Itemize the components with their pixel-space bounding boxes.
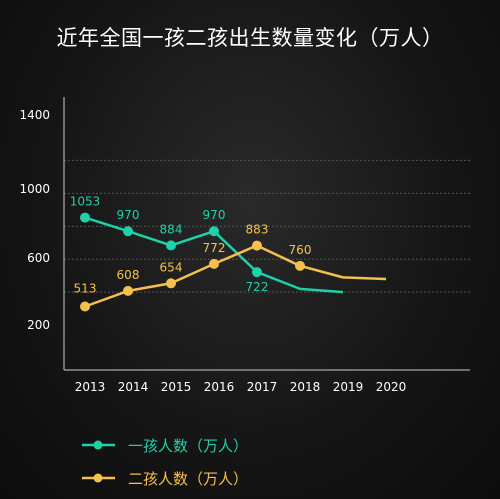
data-point — [252, 240, 262, 251]
x-tick-label: 2020 — [376, 380, 407, 394]
series-line-2 — [84, 244, 387, 308]
x-tick-label: 2015 — [161, 380, 192, 394]
data-label: 722 — [246, 280, 269, 294]
series-group: 1053 970 884 970 722 513 608 654 772 883 760 — [70, 195, 387, 312]
data-label: 1053 — [70, 195, 101, 209]
legend-marker-2 — [93, 473, 103, 483]
y-tick-label: 600 — [27, 251, 50, 265]
x-tick-label: 2016 — [204, 380, 235, 394]
y-tick-label: 1400 — [19, 108, 50, 122]
chart-title: 近年全国一孩二孩出生数量变化（万人） — [56, 26, 444, 50]
data-point — [209, 226, 219, 237]
data-label: 970 — [117, 208, 140, 222]
x-tick-label: 2014 — [118, 380, 149, 394]
data-label: 884 — [160, 222, 183, 236]
data-point — [295, 260, 305, 271]
data-point — [123, 285, 133, 296]
legend-label-2: 二孩人数（万人） — [128, 470, 248, 488]
legend-marker-1 — [93, 440, 103, 450]
data-point — [166, 240, 176, 251]
data-label: 513 — [74, 282, 97, 296]
data-point — [252, 267, 262, 278]
x-tick-label: 2013 — [75, 380, 106, 394]
data-label: 970 — [203, 208, 226, 222]
data-label: 883 — [246, 223, 269, 237]
data-label: 760 — [289, 243, 312, 257]
x-axis-ticks: 2013 2014 2015 2016 2017 2018 2019 2020 — [75, 380, 407, 394]
y-axis-ticks: 1400 1000 600 200 — [19, 108, 50, 332]
axes — [63, 97, 470, 371]
data-point — [209, 258, 219, 269]
data-point — [80, 301, 90, 312]
x-tick-label: 2018 — [290, 380, 321, 394]
legend-label-1: 一孩人数（万人） — [128, 437, 248, 455]
y-tick-label: 1000 — [19, 182, 50, 196]
x-tick-label: 2017 — [247, 380, 278, 394]
data-label: 608 — [117, 268, 140, 282]
data-point — [166, 278, 176, 289]
x-tick-label: 2019 — [333, 380, 364, 394]
data-point — [123, 226, 133, 237]
data-label: 772 — [203, 241, 226, 255]
legend: 一孩人数（万人） 二孩人数（万人） — [82, 437, 248, 488]
data-label: 654 — [160, 260, 183, 274]
data-point — [80, 212, 90, 223]
y-tick-label: 200 — [27, 318, 50, 332]
